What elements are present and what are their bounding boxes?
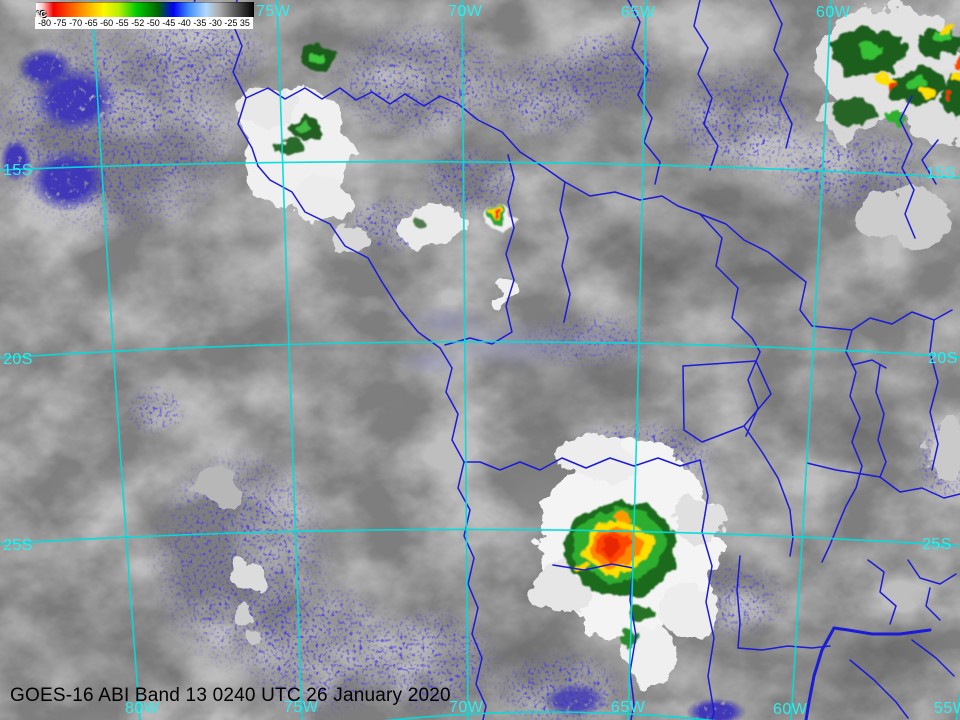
colorbar-unit-label: °C bbox=[37, 10, 46, 19]
grid-label-60w-top: 60W bbox=[816, 4, 851, 21]
grid-label-75w-bottom: 75W bbox=[284, 699, 319, 716]
colorbar-tick: -50 bbox=[146, 18, 160, 28]
image-caption: GOES-16 ABI Band 13 0240 UTC 26 January … bbox=[10, 685, 451, 706]
colorbar-tick: 35 bbox=[239, 18, 250, 28]
grid-label-25s-right: 25S bbox=[922, 536, 952, 553]
colorbar-tick: -55 bbox=[115, 18, 129, 28]
grid-label-70w-top: 70W bbox=[448, 3, 483, 20]
colorbar-tick-row: -80 -75 -70 -65 -60 -55 -52 -50 -45 -40 -35 -30 -25 3… bbox=[35, 17, 253, 29]
colorbar-tick: -70 bbox=[69, 18, 83, 28]
grid-label-80w-bottom: 80W bbox=[125, 700, 160, 717]
colorbar-tick: -75 bbox=[53, 18, 67, 28]
grid-label-55w-bottom: 55W bbox=[934, 700, 960, 717]
small-storm-cells bbox=[277, 45, 514, 231]
grid-label-20s-left: 20S bbox=[3, 351, 33, 368]
temperature-colorbar: -80 -75 -70 -65 -60 -55 -52 -50 -45 -40 -35 -30 -25 3… bbox=[35, 2, 255, 29]
country-borders bbox=[189, 0, 960, 720]
grid-label-60w-bottom: 60W bbox=[773, 701, 808, 718]
grid-label-20s-right: 20S bbox=[928, 350, 958, 367]
colorbar-gradient-strip bbox=[36, 2, 254, 17]
colorbar-tick: -25 bbox=[224, 18, 238, 28]
grid-label-70w-bottom: 70W bbox=[449, 699, 484, 716]
colorbar-tick: -45 bbox=[162, 18, 176, 28]
colorbar-tick: -52 bbox=[131, 18, 145, 28]
grid-label-65w-top: 65W bbox=[621, 4, 656, 21]
dense-cold-cloud-blobs bbox=[0, 48, 746, 720]
grid-label-15s-left: 15S bbox=[3, 162, 33, 179]
storm-cluster-top-right bbox=[815, 6, 960, 145]
colorbar-tick: -65 bbox=[84, 18, 98, 28]
colorbar-tick: -40 bbox=[177, 18, 191, 28]
colorbar-tick: -80 bbox=[38, 18, 52, 28]
grid-label-75w-top: 75W bbox=[256, 3, 291, 20]
colorbar-tick: -30 bbox=[208, 18, 222, 28]
grid-label-15s-right: 15S bbox=[926, 165, 956, 182]
grid-label-65w-bottom: 65W bbox=[611, 699, 646, 716]
colorbar-tick: -60 bbox=[100, 18, 114, 28]
colorbar-tick: -35 bbox=[193, 18, 207, 28]
grid-label-25s-left: 25S bbox=[3, 537, 33, 554]
